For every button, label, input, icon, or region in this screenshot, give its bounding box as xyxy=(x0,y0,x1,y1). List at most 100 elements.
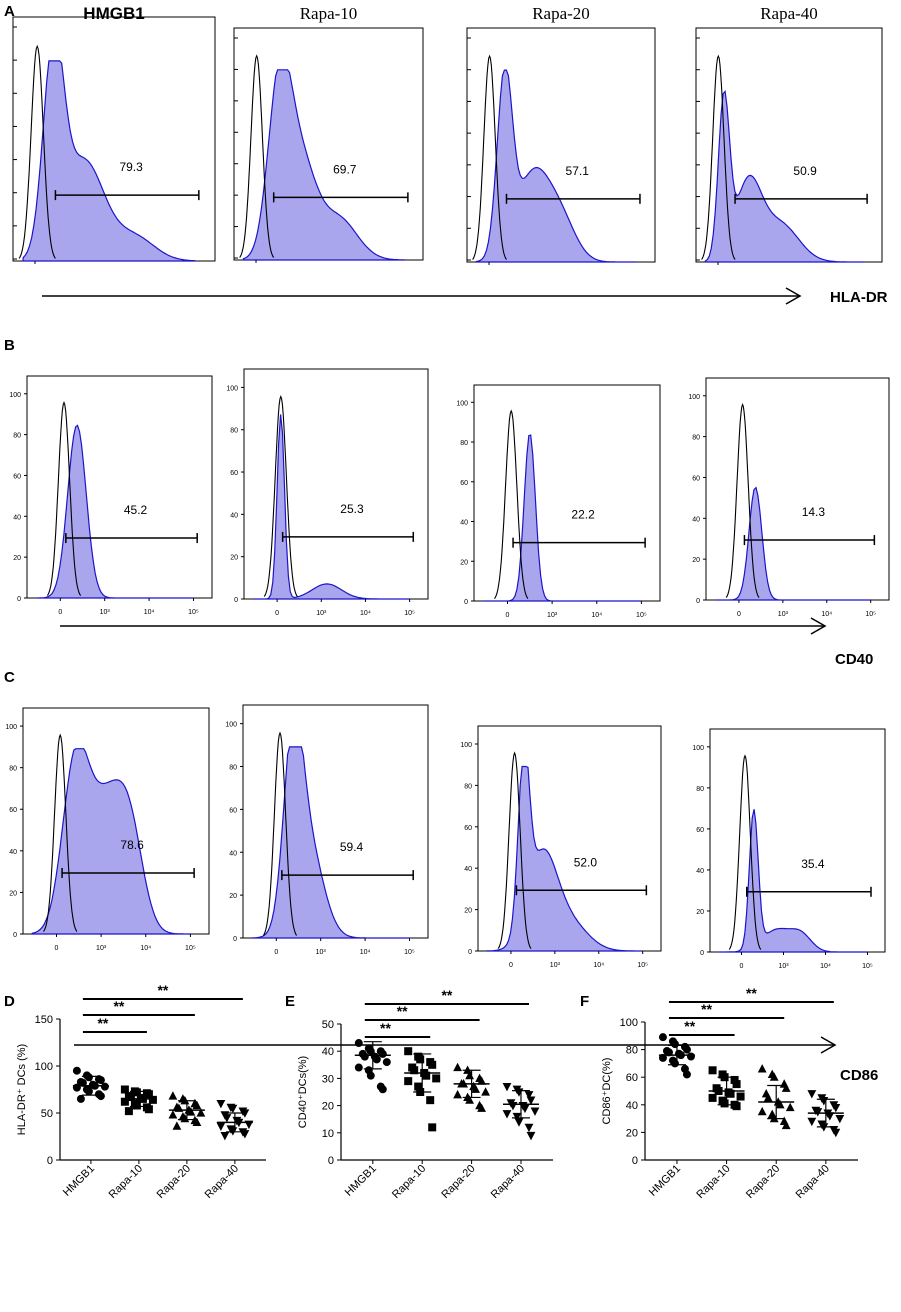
data-point xyxy=(682,1045,691,1054)
y-tick-label: 100 xyxy=(460,742,472,749)
x-tick-label: 10³ xyxy=(316,610,327,617)
y-tick-label: 0 xyxy=(696,598,700,605)
data-point xyxy=(378,1085,387,1094)
y-tick-label: 100 xyxy=(620,1017,638,1029)
data-point xyxy=(686,1052,695,1061)
y-axis-label: CD86⁺DC(%) xyxy=(601,1058,613,1125)
data-point xyxy=(126,1093,135,1102)
x-tick-label: 0 xyxy=(737,611,741,618)
data-point xyxy=(769,1072,779,1081)
condition-title: HMGB1 xyxy=(83,4,144,23)
data-point xyxy=(682,1070,691,1079)
histogram-plot: 59.4 0 20 40 60 80 100 0 10³ 10⁴ 10⁵ xyxy=(225,704,429,956)
x-tick-label: Rapa-40 xyxy=(203,1163,241,1201)
data-point xyxy=(807,1117,817,1127)
y-tick-label: 20 xyxy=(322,1101,334,1113)
data-point xyxy=(732,1102,741,1111)
data-point xyxy=(514,1088,524,1097)
data-point xyxy=(807,1090,817,1099)
gate-percent: 45.2 xyxy=(124,503,148,517)
data-point xyxy=(453,1089,462,1099)
y-tick-label: 40 xyxy=(13,514,21,521)
data-point xyxy=(757,1064,767,1073)
y-tick-label: 20 xyxy=(460,559,468,566)
y-tick-label: 60 xyxy=(696,827,704,834)
data-point xyxy=(216,1100,226,1109)
histogram-plot: Rapa-10 69.7 xyxy=(233,4,424,263)
y-tick-label: 10 xyxy=(322,1128,334,1140)
gate-percent: 50.9 xyxy=(793,164,817,178)
sample-histogram xyxy=(242,69,405,261)
data-point xyxy=(819,1097,829,1106)
scatter-plot-E: 0 10 20 30 40 50 CD40⁺DCs(%) HMGB1 Rapa-10 Rapa-2… xyxy=(297,987,553,1201)
data-point xyxy=(463,1065,472,1074)
y-tick-label: 40 xyxy=(460,520,468,527)
y-tick-label: 0 xyxy=(47,1155,53,1167)
data-point xyxy=(120,1085,129,1094)
histogram-plot: 14.3 0 20 40 60 80 100 0 10³ 10⁴ 10⁵ xyxy=(688,377,890,618)
x-tick-label: HMGB1 xyxy=(343,1163,379,1199)
data-point xyxy=(477,1103,486,1112)
significance-label: ** xyxy=(157,982,168,998)
data-point xyxy=(132,1101,141,1110)
x-tick-label: Rapa-20 xyxy=(744,1163,782,1201)
y-tick-label: 80 xyxy=(13,433,21,440)
data-point xyxy=(524,1091,534,1100)
arrow-head xyxy=(810,617,827,635)
y-tick-label: 60 xyxy=(13,473,21,480)
data-point xyxy=(726,1089,735,1098)
data-point xyxy=(831,1103,841,1113)
panel-label-E: E xyxy=(285,993,295,1010)
data-point xyxy=(732,1080,741,1089)
y-tick-label: 40 xyxy=(229,850,237,857)
x-tick-label: 10⁴ xyxy=(144,609,155,616)
plot-frame xyxy=(243,368,429,600)
data-point xyxy=(502,1082,512,1092)
plot-frame xyxy=(242,704,429,939)
data-point xyxy=(414,1082,423,1091)
condition-title: Rapa-10 xyxy=(300,4,358,23)
x-tick-label: 10³ xyxy=(547,612,558,619)
control-histogram xyxy=(263,394,298,597)
significance-label: ** xyxy=(746,985,757,1001)
x-tick-label: 10⁵ xyxy=(404,610,415,617)
data-point xyxy=(410,1066,419,1075)
data-point xyxy=(196,1108,206,1117)
control-histogram xyxy=(472,54,507,260)
x-tick-label: 10⁵ xyxy=(636,612,647,619)
data-point xyxy=(354,1063,363,1072)
gate-percent: 25.3 xyxy=(340,502,364,516)
data-point xyxy=(96,1076,105,1085)
y-tick-label: 80 xyxy=(230,428,238,435)
y-tick-label: 40 xyxy=(9,849,17,856)
data-point xyxy=(658,1033,667,1042)
histogram-plot: 52.0 0 20 40 60 80 100 0 10³ 10⁴ 10⁵ xyxy=(460,725,662,969)
data-point xyxy=(477,1076,486,1085)
y-tick-label: 40 xyxy=(322,1046,334,1058)
y-tick-label: 60 xyxy=(692,475,700,482)
y-tick-label: 20 xyxy=(9,890,17,897)
x-tick-label: 10³ xyxy=(316,949,327,956)
y-tick-label: 20 xyxy=(626,1127,638,1139)
data-point xyxy=(124,1107,133,1116)
data-point xyxy=(775,1100,785,1109)
y-tick-label: 100 xyxy=(5,724,17,731)
data-point xyxy=(512,1112,522,1122)
marker-label: CD86 xyxy=(840,1067,878,1084)
data-point xyxy=(240,1109,250,1118)
data-point xyxy=(168,1091,178,1100)
significance-label: ** xyxy=(441,987,452,1003)
data-point xyxy=(416,1055,425,1064)
data-point xyxy=(514,1118,524,1127)
data-point xyxy=(96,1092,105,1101)
y-tick-label: 100 xyxy=(456,400,468,407)
data-point xyxy=(186,1107,196,1116)
x-tick-label: HMGB1 xyxy=(61,1163,97,1199)
gate-percent: 79.3 xyxy=(119,160,143,174)
panel-label-B: B xyxy=(4,337,15,354)
plot-frame xyxy=(473,384,661,602)
y-tick-label: 0 xyxy=(17,596,21,603)
x-tick-label: Rapa-10 xyxy=(107,1163,145,1201)
histogram-plot: 35.4 0 20 40 60 80 100 0 10³ 10⁴ 10⁵ xyxy=(692,728,886,970)
x-tick-label: 0 xyxy=(740,963,744,970)
